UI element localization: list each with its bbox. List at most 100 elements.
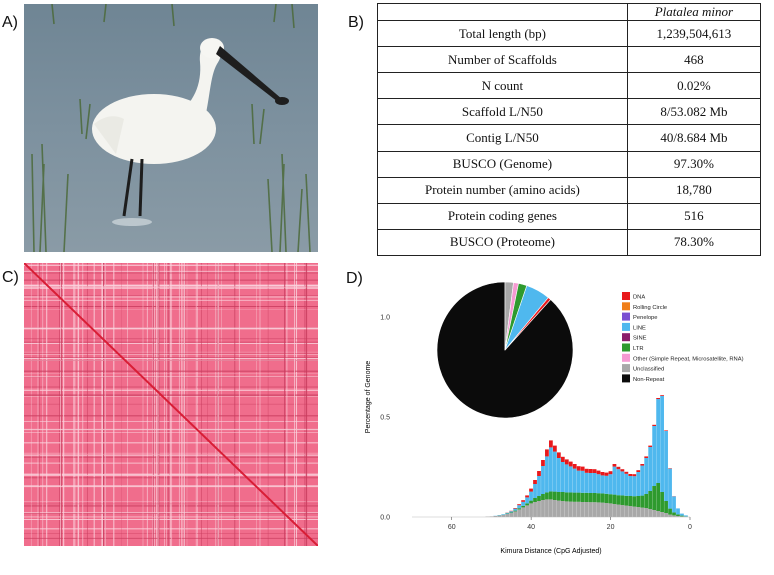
pie-slice-dna — [504, 297, 552, 351]
scaffold-boundaries — [24, 263, 318, 546]
bar-segment-dna — [632, 474, 637, 477]
bar-segment-ltr — [537, 496, 541, 501]
bar-segment-dna — [644, 456, 649, 458]
metric-value-cell: 0.02% — [626, 72, 762, 100]
bar-segment-line — [628, 476, 633, 496]
bar-segment-line — [624, 473, 629, 496]
bar-segment-ltr — [545, 492, 549, 500]
bar-segment-dna — [556, 452, 561, 458]
legend-swatch — [622, 322, 630, 331]
bar-segment-unclassified — [644, 508, 649, 517]
y-tick-label: 0.5 — [380, 415, 390, 422]
bar-segment-ltr — [513, 510, 518, 512]
bar-segment-line — [533, 484, 537, 498]
bar-segment-line — [612, 466, 617, 495]
bar-segment-unclassified — [668, 514, 672, 517]
legend-label: Non-Repeat — [633, 377, 665, 383]
bar-segment-dna — [612, 464, 617, 467]
bar-segment-ltr — [628, 496, 633, 506]
bar-segment-ltr — [533, 498, 537, 502]
bar-segment-ltr — [588, 493, 593, 503]
bar-segment-line — [580, 470, 585, 493]
bar-segment-ltr — [616, 495, 621, 505]
bar-segment-unclassified — [505, 514, 510, 517]
bar-segment-dna — [592, 469, 597, 473]
bar-segment-dna — [664, 430, 668, 431]
bar-segment-line — [541, 466, 545, 494]
bar-segment-unclassified — [608, 503, 613, 517]
bar-segment-ltr — [592, 493, 597, 503]
panel-label-a: A) — [2, 14, 18, 31]
bar-segment-unclassified — [616, 504, 621, 517]
bar-segment-dna — [560, 456, 565, 462]
bar-segment-unclassified — [529, 503, 533, 517]
table-row: Total length (bp) 1,239,504,613 — [377, 19, 762, 48]
bar-segment-unclassified — [612, 504, 617, 517]
metric-name-cell: BUSCO (Proteome) — [377, 228, 628, 257]
bar-segment-dna — [537, 471, 541, 476]
bar-segment-ltr — [676, 514, 680, 516]
bar-segment-line — [636, 472, 641, 496]
bar-segment-ltr — [620, 495, 625, 505]
repeat-landscape-chart: 60 40 20 0 0.0 0.5 1.0 Kimura Distance (CpG A… — [365, 281, 744, 555]
y-tick-label: 1.0 — [380, 315, 390, 322]
bar-segment-unclassified — [493, 516, 498, 517]
bar-segment-line — [509, 511, 514, 513]
legend-swatch — [622, 364, 630, 373]
bar-segment-line — [648, 447, 653, 491]
bar-segment-unclassified — [596, 502, 601, 517]
metric-name-cell: Contig L/N50 — [377, 124, 628, 152]
bar-segment-line — [596, 474, 601, 494]
bar-segment-line — [537, 476, 541, 496]
genome-stats-table-container: Platalea minor Total length (bp) 1,239,50… — [377, 3, 762, 257]
bar-segment-line — [620, 471, 625, 496]
table-row: N count 0.02% — [377, 72, 762, 100]
bar-segment-dna — [533, 480, 537, 484]
metric-value-cell: 468 — [626, 46, 762, 74]
bar-segment-unclassified — [648, 509, 653, 517]
bar-segment-dna — [525, 495, 529, 498]
bar-segment-line — [572, 468, 577, 493]
bar-segment-line — [632, 476, 637, 497]
bar-segment-ltr — [640, 495, 645, 508]
metric-value-cell: 8/53.082 Mb — [626, 98, 762, 126]
bar-segment-ltr — [672, 512, 676, 516]
reeds — [31, 4, 311, 252]
bar-segment-ltr — [568, 492, 573, 502]
spoonbill — [92, 38, 289, 226]
bar-segment-unclassified — [592, 502, 597, 517]
bar-segment-dna — [572, 464, 577, 469]
bar-segment-ltr — [584, 492, 589, 502]
bar-segment-dna — [600, 472, 605, 476]
bar-segment-dna — [517, 504, 522, 506]
x-tick-label: 60 — [448, 524, 456, 531]
bar-segment-ltr — [517, 508, 522, 510]
heatmap-diagonal — [24, 263, 318, 546]
metric-name-cell: Total length (bp) — [377, 19, 628, 48]
bar-segment-unclassified — [620, 505, 625, 517]
bar-segment-ltr — [525, 503, 529, 506]
bar-segment-unclassified — [545, 499, 549, 517]
bar-segment-dna — [596, 470, 601, 475]
bar-segment-line — [644, 458, 649, 494]
panel-label-c: C) — [2, 269, 19, 286]
bar-segment-dna — [513, 508, 518, 509]
bar-segment-ltr — [664, 501, 668, 513]
bar-segment-line — [668, 468, 672, 509]
x-tick-label: 40 — [527, 524, 535, 531]
metric-name-cell: Scaffold L/N50 — [377, 98, 628, 126]
metric-name-cell: Number of Scaffolds — [377, 46, 628, 74]
bar-segment-ltr — [608, 494, 613, 504]
plot-area — [485, 395, 688, 517]
table-row: BUSCO (Genome) 97.30% — [377, 150, 762, 178]
bar-segment-unclassified — [640, 507, 645, 517]
bar-segment-unclassified — [541, 500, 545, 517]
bar-segment-line — [521, 501, 525, 506]
bar-segment-line — [549, 447, 553, 492]
bar-segment-line — [564, 464, 569, 493]
bar-segment-dna — [549, 440, 553, 448]
panel-label-d: D) — [346, 270, 363, 287]
bar-segment-dna — [608, 471, 613, 475]
bar-segment-unclassified — [521, 507, 525, 517]
bar-segment-line — [616, 469, 621, 496]
